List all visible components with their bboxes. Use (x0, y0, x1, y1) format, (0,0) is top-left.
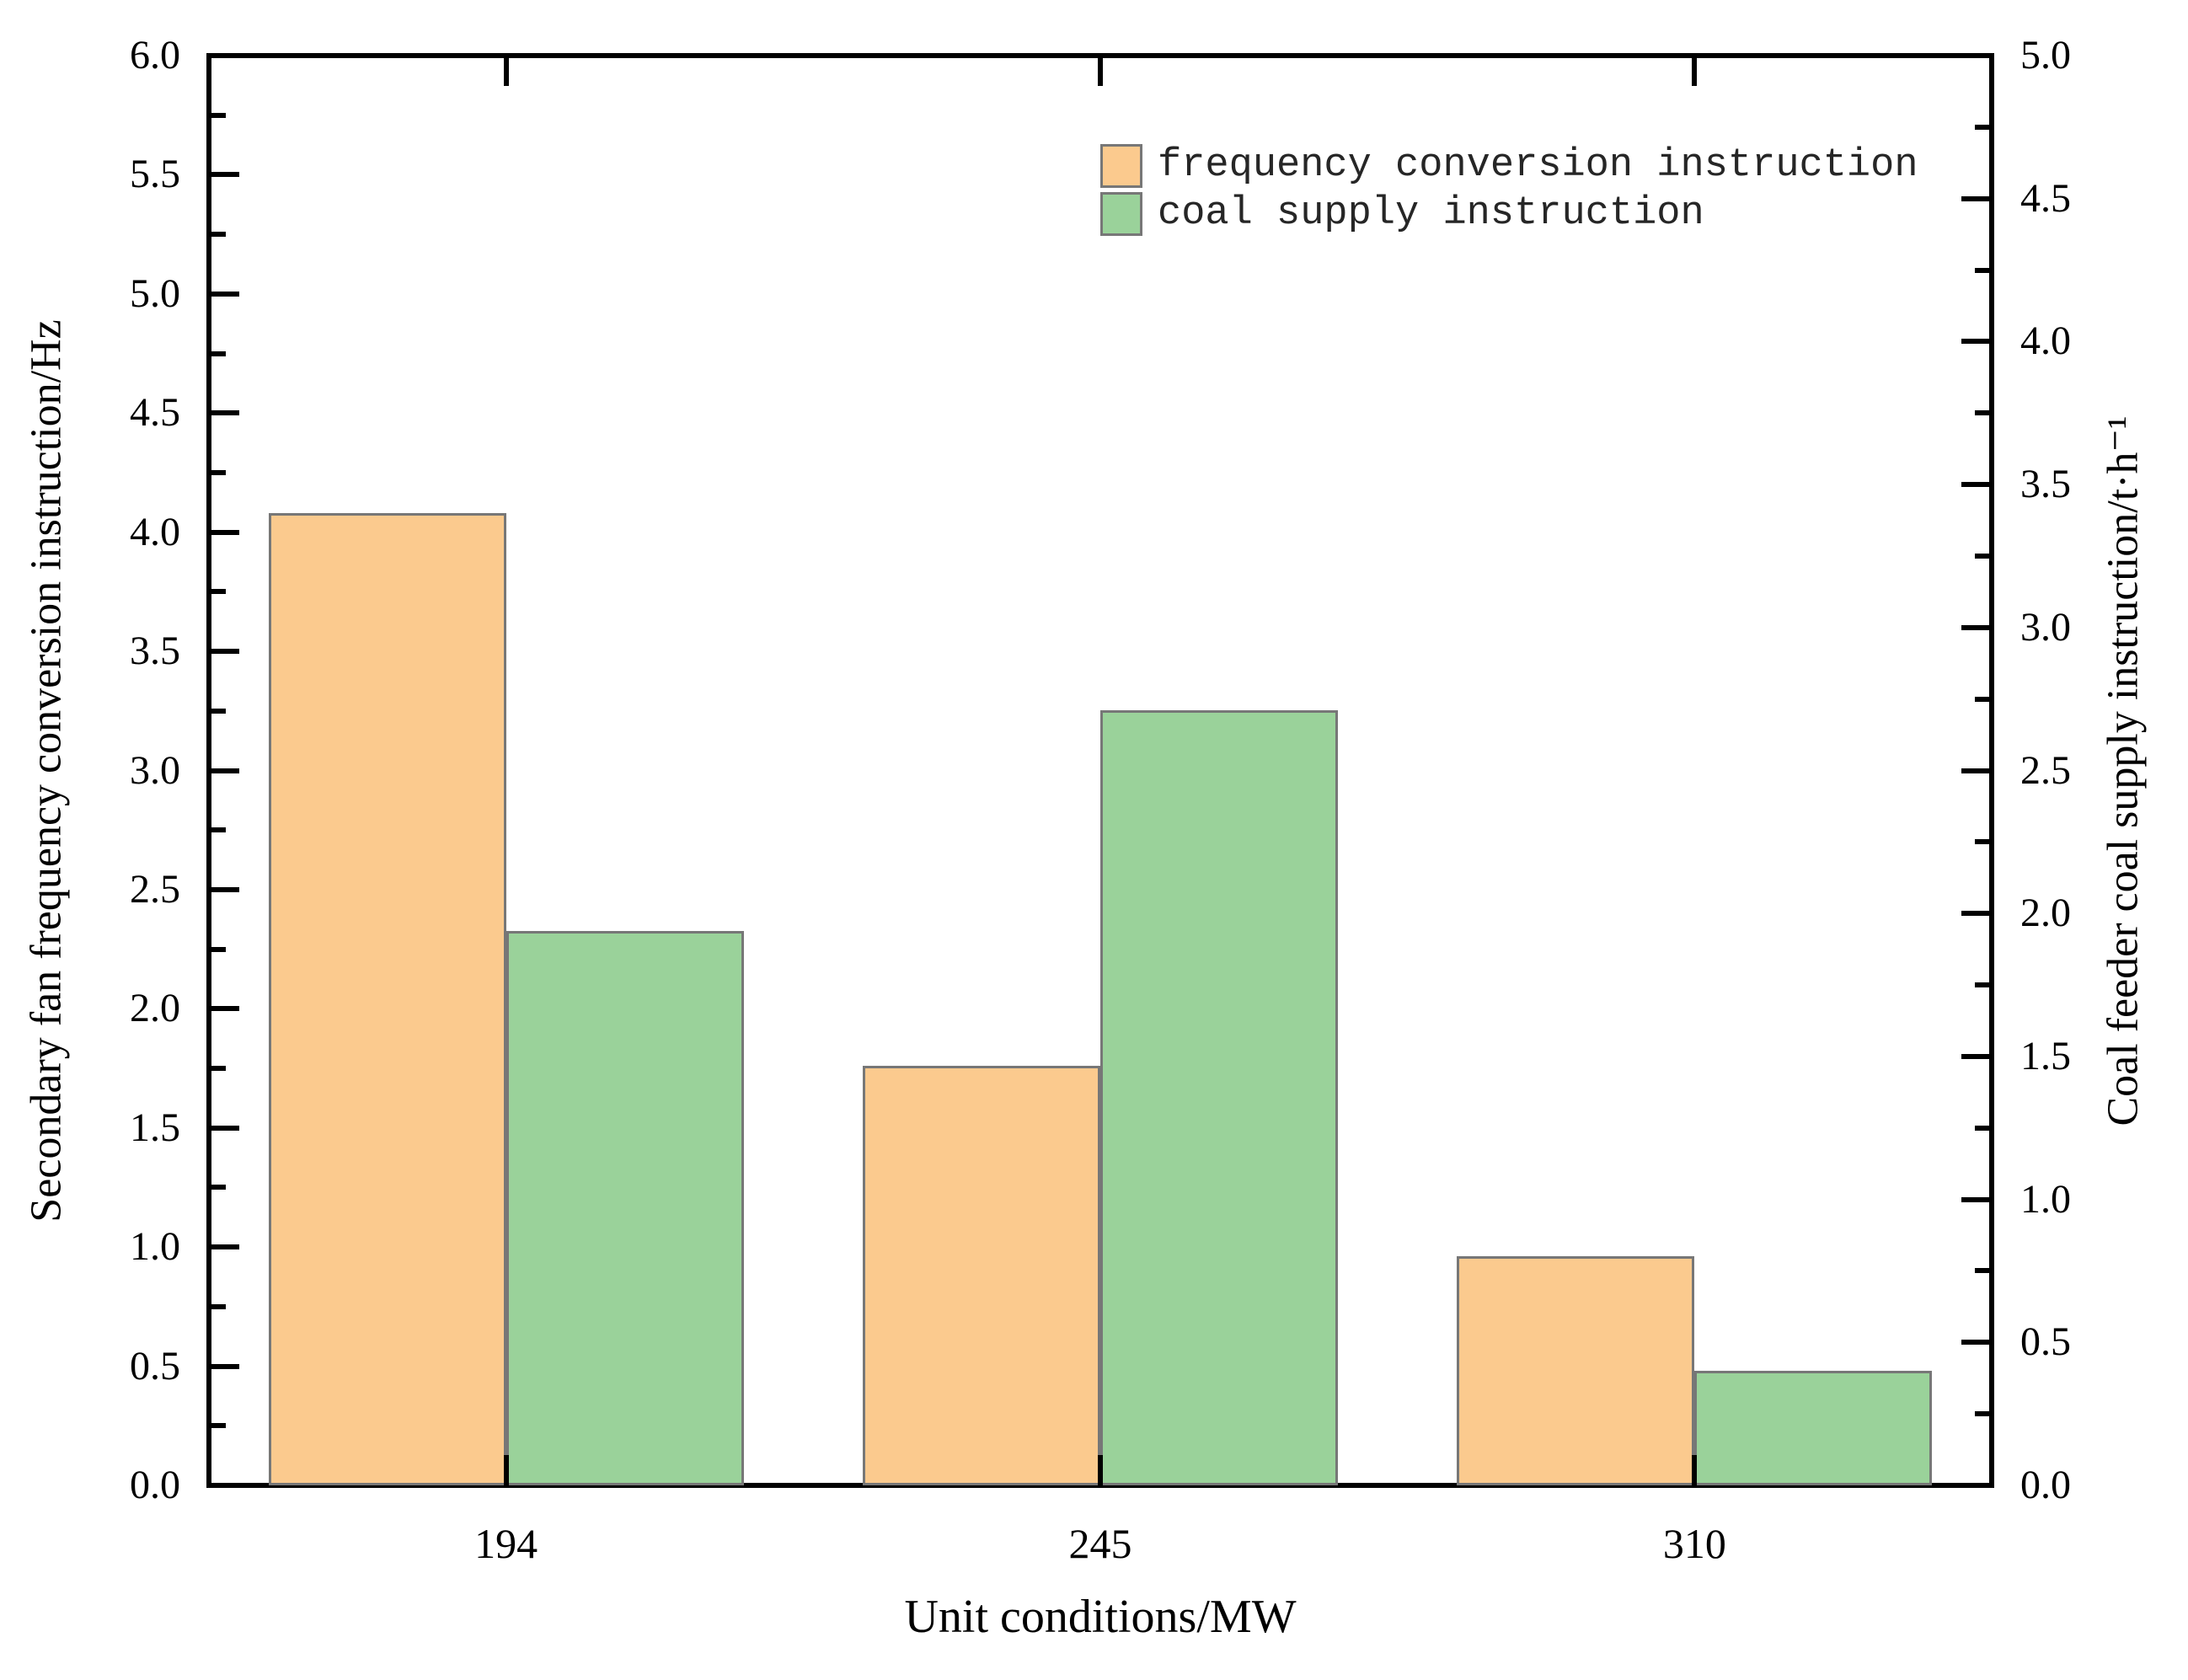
left-y-axis-title: Secondary fan frequency conversion instr… (22, 318, 70, 1223)
bar-coal-supply-194 (506, 930, 744, 1485)
left-axis-tick-label: 0.0 (130, 1463, 180, 1507)
left-axis-tick-label: 1.0 (130, 1224, 180, 1270)
left-axis-minor-tick (209, 827, 226, 833)
left-axis-tick-label: 6.0 (130, 33, 180, 78)
right-axis-major-tick (1961, 1340, 1992, 1346)
left-axis-tick-label: 5.5 (130, 152, 180, 197)
x-axis-tick (1692, 1455, 1698, 1485)
right-axis-minor-tick (1975, 1125, 1992, 1131)
right-axis-minor-tick (1975, 696, 1992, 702)
left-axis-minor-tick (209, 1303, 226, 1309)
left-axis-major-tick (209, 1006, 239, 1012)
left-axis-major-tick (209, 172, 239, 178)
top-axis-tick (1692, 56, 1698, 86)
left-axis-minor-tick (209, 708, 226, 714)
left-axis-minor-tick (209, 1185, 226, 1190)
x-axis-tick (503, 1455, 509, 1485)
right-axis-major-tick (1961, 1483, 1992, 1488)
right-axis-major-tick (1961, 624, 1992, 630)
right-axis-minor-tick (1975, 1411, 1992, 1417)
legend-label: coal supply instruction (1158, 191, 1704, 236)
right-axis-minor-tick (1975, 982, 1992, 988)
right-axis-major-tick (1961, 911, 1992, 917)
left-axis-minor-tick (209, 589, 226, 595)
left-axis-tick-label: 0.5 (130, 1343, 180, 1388)
right-axis-major-tick (1961, 1053, 1992, 1059)
x-axis-title: Unit conditions/MW (904, 1591, 1297, 1643)
left-axis-tick-label: 4.5 (130, 390, 180, 436)
right-axis-tick-label: 3.5 (2020, 462, 2071, 507)
right-axis-major-tick (1961, 195, 1992, 201)
legend-item-coal-supply: coal supply instruction (1100, 192, 1918, 236)
left-axis-major-tick (209, 1363, 239, 1369)
bar-frequency-conversion-245 (863, 1066, 1100, 1485)
top-axis-tick (503, 56, 509, 86)
right-y-axis-title: Coal feeder coal supply instruction/t·h⁻… (2099, 415, 2147, 1126)
right-axis-tick-label: 5.0 (2020, 33, 2071, 78)
left-axis-major-tick (209, 1125, 239, 1131)
left-axis-major-tick (209, 291, 239, 297)
left-axis-tick-label: 3.5 (130, 629, 180, 674)
right-axis-major-tick (1961, 339, 1992, 345)
left-axis-major-tick (209, 1244, 239, 1250)
left-axis-minor-tick (209, 112, 226, 118)
right-axis-tick-label: 1.0 (2020, 1176, 2071, 1222)
right-axis-tick-label: 0.0 (2020, 1463, 2071, 1507)
x-axis-tick-label: 245 (1068, 1520, 1132, 1567)
right-axis-minor-tick (1975, 267, 1992, 273)
right-axis-major-tick (1961, 53, 1992, 58)
right-axis-minor-tick (1975, 553, 1992, 559)
left-axis-tick-label: 4.0 (130, 509, 180, 554)
right-axis-tick-label: 0.5 (2020, 1319, 2071, 1365)
bar-coal-supply-245 (1100, 710, 1338, 1485)
left-axis-tick-label: 3.0 (130, 747, 180, 793)
x-axis-tick (1098, 1455, 1103, 1485)
bar-frequency-conversion-194 (268, 513, 506, 1485)
right-axis-major-tick (1961, 482, 1992, 488)
right-axis-tick-label: 1.5 (2020, 1033, 2071, 1078)
right-axis-tick-label: 3.0 (2020, 604, 2071, 650)
right-axis-tick-label: 2.0 (2020, 891, 2071, 936)
x-axis-tick-label: 310 (1662, 1520, 1726, 1567)
left-axis-major-tick (209, 768, 239, 773)
right-axis-tick-label: 4.0 (2020, 318, 2071, 364)
legend-swatch-green (1100, 192, 1142, 236)
left-axis-tick-label: 1.5 (130, 1105, 180, 1150)
left-axis-major-tick (209, 529, 239, 535)
left-axis-tick-label: 2.5 (130, 866, 180, 912)
top-axis-tick (1098, 56, 1103, 86)
left-axis-minor-tick (209, 469, 226, 475)
left-axis-major-tick (209, 53, 239, 58)
left-axis-major-tick (209, 1483, 239, 1488)
bar-coal-supply-310 (1694, 1371, 1933, 1485)
left-axis-major-tick (209, 886, 239, 892)
right-axis-tick-label: 4.5 (2020, 175, 2071, 221)
x-axis-tick-label: 194 (474, 1520, 538, 1567)
left-axis-tick-label: 2.0 (130, 986, 180, 1031)
left-axis-minor-tick (209, 350, 226, 356)
bar-frequency-conversion-310 (1457, 1256, 1695, 1485)
legend-label: frequency conversion instruction (1158, 143, 1918, 188)
left-axis-minor-tick (209, 946, 226, 952)
right-axis-minor-tick (1975, 124, 1992, 130)
left-axis-major-tick (209, 649, 239, 655)
right-axis-minor-tick (1975, 410, 1992, 416)
right-axis-major-tick (1961, 1196, 1992, 1202)
left-axis-minor-tick (209, 1066, 226, 1072)
left-axis-major-tick (209, 410, 239, 416)
legend: frequency conversion instruction coal su… (1100, 144, 1918, 236)
right-axis-tick-label: 2.5 (2020, 747, 2071, 793)
right-axis-minor-tick (1975, 839, 1992, 845)
legend-swatch-orange (1100, 144, 1142, 188)
left-axis-tick-label: 5.0 (130, 270, 180, 316)
left-axis-minor-tick (209, 1423, 226, 1429)
right-axis-minor-tick (1975, 1268, 1992, 1274)
legend-item-frequency-conversion: frequency conversion instruction (1100, 144, 1918, 188)
right-axis-major-tick (1961, 768, 1992, 773)
left-axis-minor-tick (209, 232, 226, 238)
